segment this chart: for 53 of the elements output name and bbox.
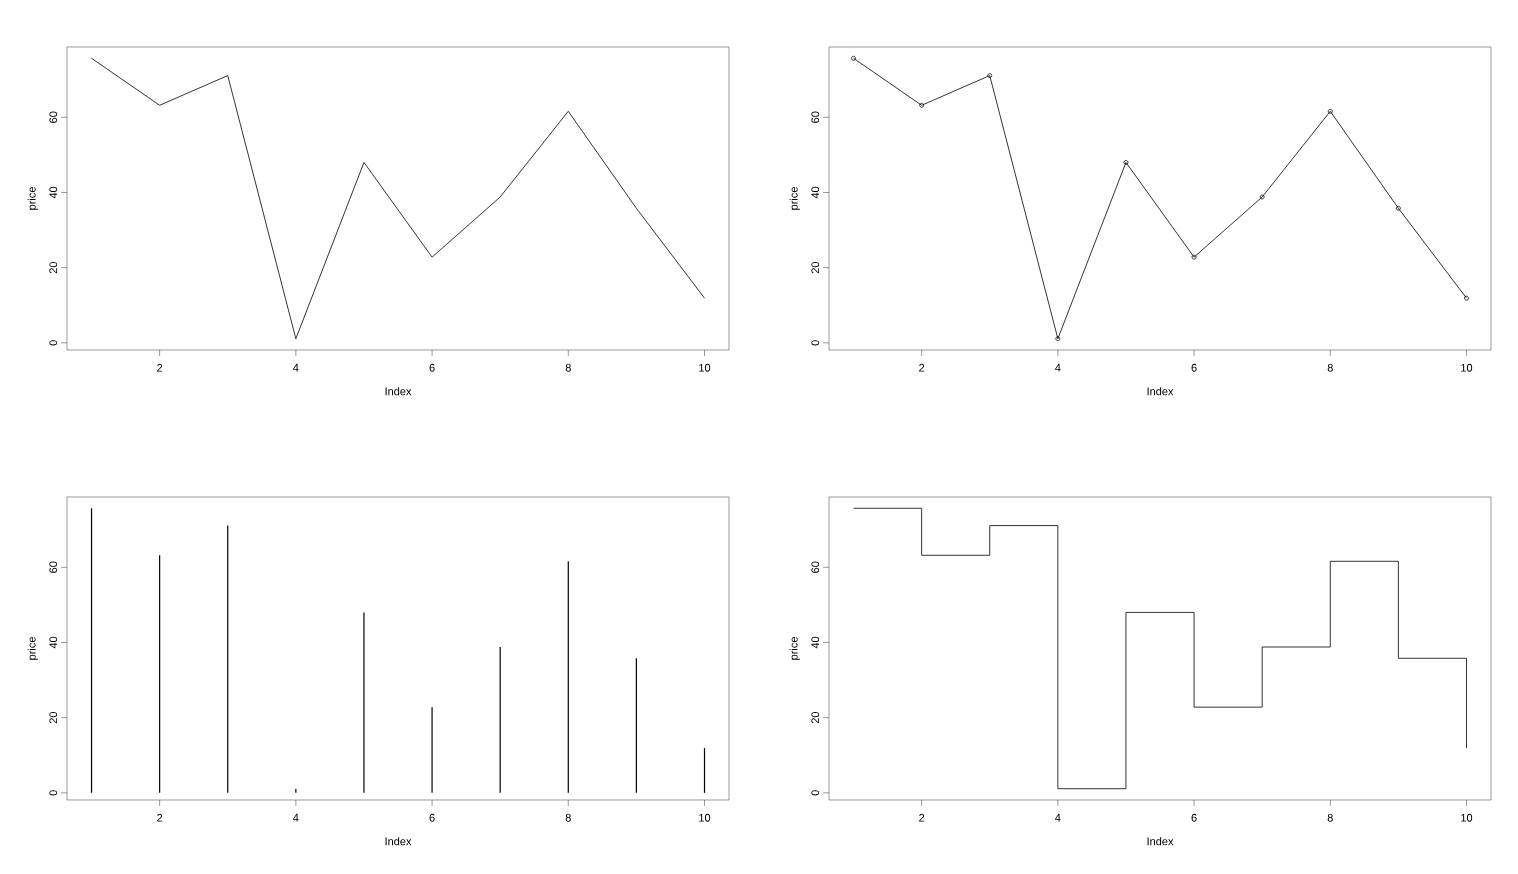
x-tick-label: 10 [1461, 363, 1473, 372]
x-tick-label: 2 [919, 363, 925, 372]
x-tick-label: 10 [1461, 813, 1473, 822]
x-tick-label: 6 [1191, 813, 1197, 822]
x-tick-label: 10 [699, 813, 711, 822]
y-tick-label: 0 [49, 340, 58, 346]
y-tick-label: 60 [49, 111, 58, 123]
y-tick-label: 60 [811, 561, 820, 573]
y-tick-label: 40 [49, 636, 58, 649]
x-tick-label: 4 [1055, 363, 1061, 372]
x-tick-label: 8 [1327, 363, 1333, 372]
x-tick-label: 6 [429, 363, 435, 372]
x-tick-label: 4 [293, 363, 299, 372]
x-tick-label: 10 [699, 363, 711, 372]
x-axis-title: Index [1147, 837, 1174, 846]
x-tick-label: 4 [1055, 813, 1061, 822]
point [987, 73, 993, 78]
y-tick-label: 0 [811, 790, 820, 796]
y-tick-label: 20 [811, 261, 820, 274]
point [1395, 205, 1401, 211]
point [1191, 254, 1197, 260]
y-tick-label: 40 [49, 186, 58, 199]
x-tick-label: 6 [1191, 363, 1197, 372]
x-tick-label: 8 [565, 813, 571, 822]
point [919, 102, 925, 108]
x-axis-title: Index [1147, 387, 1174, 396]
y-tick-label: 20 [49, 261, 58, 274]
x-tick-label: 8 [565, 363, 571, 372]
y-tick-label: 0 [811, 340, 820, 346]
y-tick-label: 60 [49, 561, 58, 573]
y-tick-label: 20 [811, 711, 820, 724]
x-tick-label: 2 [157, 813, 163, 822]
y-tick-label: 60 [811, 111, 820, 123]
y-tick-label: 20 [49, 711, 58, 724]
y-tick-label: 40 [811, 636, 820, 649]
x-tick-label: 4 [293, 813, 299, 822]
line-series [91, 57, 705, 340]
y-axis-title: price [789, 187, 800, 210]
y-axis-title: price [789, 637, 800, 660]
x-tick-label: 8 [1327, 813, 1333, 822]
point [1259, 194, 1265, 200]
point [1055, 336, 1061, 342]
y-tick-label: 40 [811, 186, 820, 199]
x-axis-title: Index [385, 387, 412, 396]
y-tick-label: 0 [49, 790, 58, 796]
y-axis-title: price [27, 637, 38, 660]
x-tick-label: 6 [429, 813, 435, 822]
x-axis-title: Index [385, 837, 412, 846]
point [1327, 108, 1333, 114]
y-axis-title: price [27, 187, 38, 210]
x-tick-label: 2 [919, 813, 925, 822]
x-tick-label: 2 [157, 363, 163, 372]
point [1123, 160, 1129, 165]
